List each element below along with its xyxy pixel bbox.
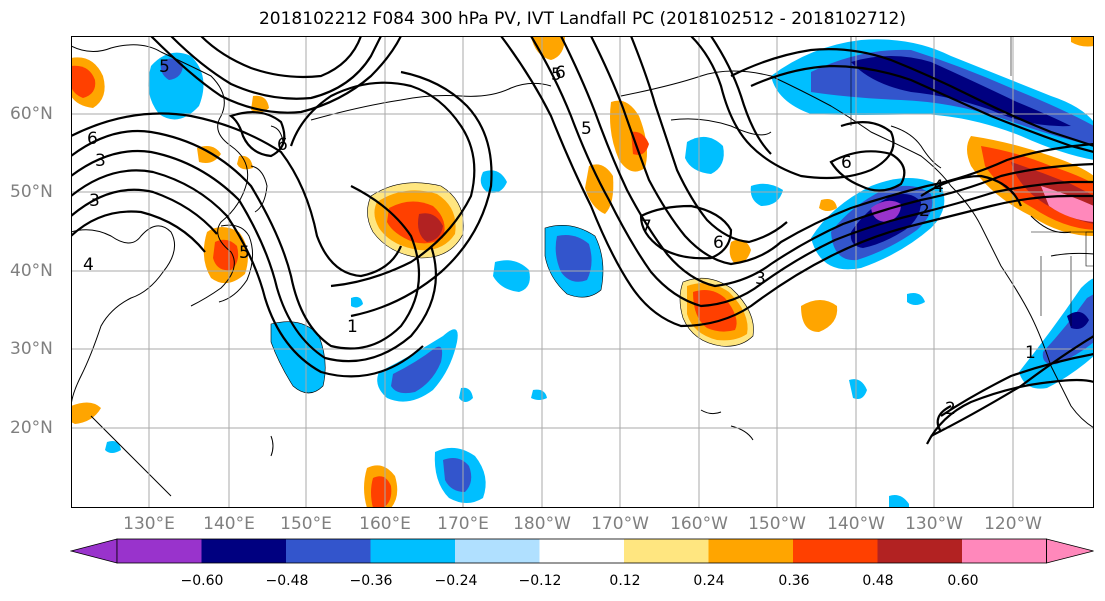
colorbar-tick-label: 0.48 [862, 573, 894, 589]
lat-label: 30°N [10, 339, 53, 359]
lat-label: 40°N [10, 261, 53, 281]
pv-anomaly-shading [71, 36, 1094, 508]
contour-label: 3 [755, 269, 766, 289]
colorbar-frame [116, 538, 1047, 564]
contour-label: 2 [945, 399, 956, 419]
lon-label: 130°E [123, 514, 175, 534]
contour-label: 6 [87, 129, 98, 149]
colorbar-tick-label: −0.48 [265, 573, 309, 589]
pv-contours [71, 36, 1094, 445]
shading-outlines [270, 182, 754, 394]
lon-label: 150°E [280, 514, 332, 534]
contour-label: 3 [95, 151, 106, 171]
contour-label: 4 [83, 255, 94, 275]
colorbar-bin [117, 539, 202, 563]
colorbar-tick-label: −0.36 [349, 573, 393, 589]
lat-label: 50°N [10, 182, 53, 202]
lon-label: 160°E [359, 514, 411, 534]
contour-label: 3 [89, 191, 100, 211]
colorbar-tick-label: −0.24 [434, 573, 478, 589]
map-title: 2018102212 F084 300 hPa PV, IVT Landfall… [258, 9, 906, 29]
lon-label: 170°W [591, 514, 649, 534]
lon-label: 120°W [984, 514, 1042, 534]
lon-label: 140°W [827, 514, 885, 534]
colorbar-extend-max [1046, 538, 1094, 564]
contour-label: 1 [347, 317, 358, 337]
colorbar-bin [370, 539, 455, 563]
political-boundaries [850, 36, 1094, 326]
colorbar-extend-min [70, 538, 118, 564]
colorbar-tick-label: 0.24 [693, 573, 725, 589]
contour-label: 5 [581, 119, 592, 139]
contour-label: 7 [641, 217, 652, 237]
contour-label: 6 [713, 233, 724, 253]
contour-label: 5 [551, 65, 562, 85]
contour-label: 5 [159, 57, 170, 77]
lon-label: 160°W [670, 514, 728, 534]
colorbar [70, 538, 1094, 564]
colorbar-bin [877, 539, 962, 563]
colorbar-bin [455, 539, 540, 563]
colorbar-bin [286, 539, 371, 563]
colorbar-tick-label: −0.60 [180, 573, 224, 589]
lat-label: 60°N [10, 104, 53, 124]
lon-label: 150°W [748, 514, 806, 534]
colorbar-bin [962, 539, 1047, 563]
colorbar-bin [793, 539, 878, 563]
colorbar-tick-label: −0.12 [518, 573, 562, 589]
contour-label: 6 [277, 135, 288, 155]
lon-label: 170°E [437, 514, 489, 534]
contour-label: 6 [555, 63, 566, 83]
contour-label: 2 [919, 201, 930, 221]
contour-label: 5 [239, 243, 250, 263]
colorbar-bin [539, 539, 624, 563]
colorbar-bin [624, 539, 709, 563]
graticule [71, 36, 1094, 508]
colorbar-tick-label: 0.60 [947, 573, 979, 589]
lat-label: 20°N [10, 418, 53, 438]
contour-label: 1 [1025, 343, 1036, 363]
lon-label: 130°W [905, 514, 963, 534]
contour-label: 4 [933, 177, 944, 197]
contour-label: 6 [841, 153, 852, 173]
colorbar-tick-label: 0.36 [778, 573, 810, 589]
colorbar-bin [708, 539, 793, 563]
map-frame [71, 36, 1094, 508]
lon-label: 180°W [513, 514, 571, 534]
lon-label: 140°E [203, 514, 255, 534]
colorbar-bin [201, 539, 286, 563]
colorbar-tick-label: 0.12 [609, 573, 641, 589]
